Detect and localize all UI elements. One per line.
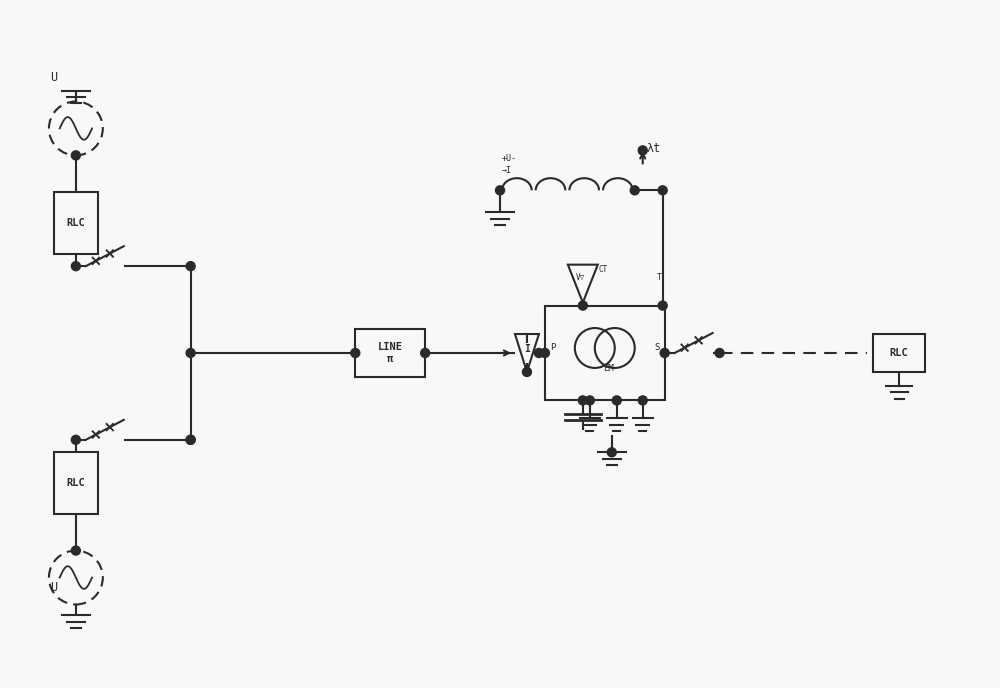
Bar — [54, 452, 98, 514]
Text: +U-: +U- — [502, 154, 517, 163]
Circle shape — [186, 436, 195, 444]
Circle shape — [612, 396, 621, 405]
Circle shape — [715, 349, 724, 358]
Circle shape — [186, 436, 195, 444]
Circle shape — [607, 448, 616, 457]
Text: I: I — [524, 344, 530, 354]
Text: T: T — [657, 273, 662, 282]
Text: S: S — [654, 343, 659, 352]
Text: RLC: RLC — [890, 348, 909, 358]
Text: U: U — [50, 71, 57, 83]
Circle shape — [540, 349, 549, 358]
Circle shape — [71, 151, 80, 160]
Circle shape — [71, 546, 80, 555]
Text: V▽: V▽ — [576, 273, 585, 282]
Circle shape — [496, 186, 504, 195]
Text: λt: λt — [647, 142, 661, 155]
Text: P: P — [550, 343, 556, 352]
Circle shape — [578, 396, 587, 405]
Text: EM: EM — [603, 365, 614, 374]
Circle shape — [638, 146, 647, 155]
Bar — [54, 193, 98, 254]
Text: CT: CT — [599, 265, 608, 274]
Circle shape — [660, 349, 669, 358]
Circle shape — [351, 349, 360, 358]
Circle shape — [578, 301, 587, 310]
Text: RLC: RLC — [66, 477, 85, 488]
Circle shape — [71, 436, 80, 444]
Circle shape — [522, 367, 531, 376]
Circle shape — [71, 261, 80, 270]
Bar — [355, 329, 425, 377]
Circle shape — [421, 349, 430, 358]
Circle shape — [186, 349, 195, 358]
Bar — [873, 334, 925, 372]
Bar — [545, 305, 665, 400]
Text: →I: →I — [502, 166, 512, 175]
Circle shape — [186, 261, 195, 270]
Circle shape — [658, 301, 667, 310]
Text: RLC: RLC — [66, 218, 85, 228]
Circle shape — [658, 186, 667, 195]
Circle shape — [638, 396, 647, 405]
Text: LINE
π: LINE π — [378, 342, 403, 364]
Text: U: U — [50, 581, 57, 594]
Circle shape — [585, 396, 594, 405]
Circle shape — [534, 349, 543, 358]
Circle shape — [630, 186, 639, 195]
